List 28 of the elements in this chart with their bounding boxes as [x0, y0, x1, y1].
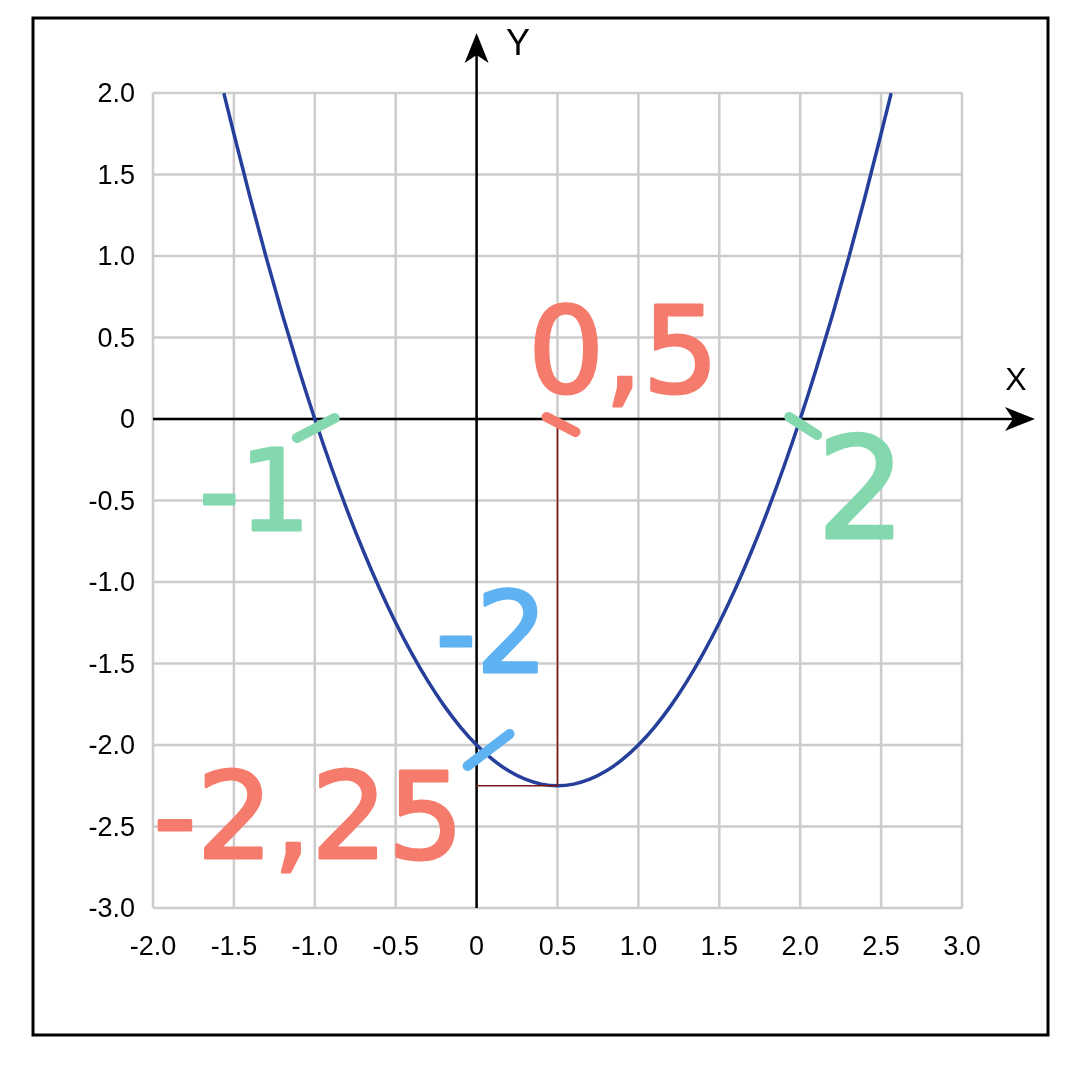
annotation: -2,25	[153, 746, 464, 886]
x-tick-label: 2.0	[781, 931, 819, 961]
y-tick-label: -0.5	[88, 485, 135, 516]
x-tick-label: -1.0	[291, 931, 339, 961]
x-axis-title: X	[1005, 361, 1027, 397]
x-tick-label: 0.5	[538, 931, 577, 961]
annotation: 0,5	[528, 281, 719, 420]
x-tick-label: 0	[469, 931, 485, 961]
x-tick-label: 3.0	[943, 931, 981, 961]
y-tick-label: 2.0	[97, 78, 135, 109]
x-tick-label: -2.0	[129, 931, 177, 961]
y-tick-label: -1.5	[88, 648, 135, 679]
y-tick-label: 0.5	[97, 322, 135, 353]
x-tick-label: -1.5	[210, 931, 258, 961]
x-tick-label: 1.5	[700, 931, 739, 961]
annotation: -1	[198, 426, 311, 556]
y-tick-label: -3.0	[88, 893, 135, 924]
y-tick-label: -2.0	[88, 730, 135, 761]
y-axis-title: Y	[506, 22, 531, 63]
y-tick-label: -2.5	[88, 811, 135, 842]
y-tick-label: 1.5	[97, 159, 135, 190]
y-tick-label: 1.0	[97, 241, 135, 272]
x-tick-label: -0.5	[372, 931, 419, 961]
y-tick-label: 0	[119, 404, 135, 435]
x-tick-label: 1.0	[619, 931, 658, 961]
y-tick-label: -1.0	[88, 567, 135, 598]
annotation: 2	[816, 408, 906, 571]
x-tick-label: 2.5	[862, 931, 900, 961]
